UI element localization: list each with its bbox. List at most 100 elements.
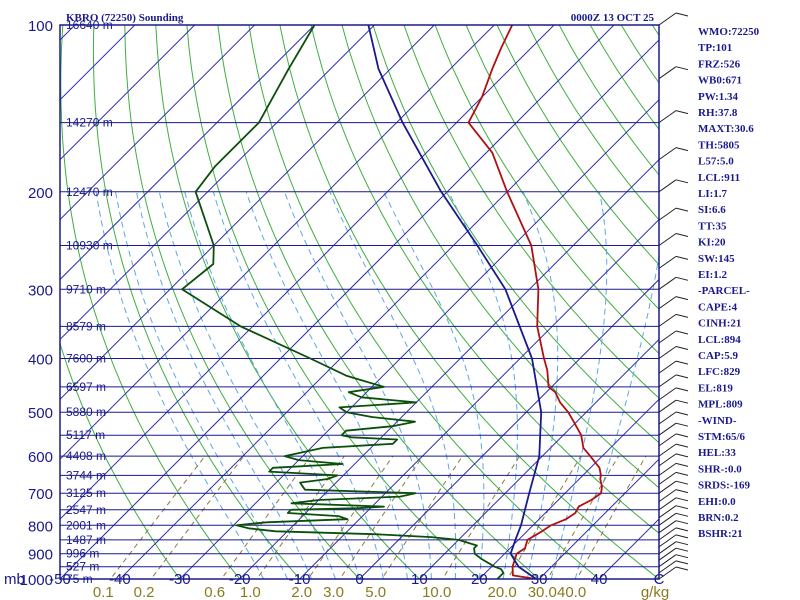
wind-barb-flag — [675, 330, 689, 335]
dry-adiabat-line — [372, 25, 659, 444]
mixing-ratio-line — [507, 455, 582, 579]
mixing-ratio-line — [339, 455, 424, 579]
mixing-ratio-line — [109, 455, 206, 579]
mixing-ratio-line — [150, 455, 245, 579]
wind-barb-flag — [675, 527, 689, 532]
parcel-path-line — [367, 25, 543, 579]
isotherm-line — [358, 278, 659, 579]
sounding-indices: WMO:72250 TP:101 FRZ:526 WB0:671 PW:1.34 RH:3… — [698, 26, 760, 540]
wind-barb — [658, 534, 677, 548]
wind-barb-flag — [675, 296, 689, 301]
index-value: WB0:671 — [698, 75, 742, 87]
isotherm-line — [60, 25, 436, 401]
wind-barb — [658, 443, 677, 457]
wind-barb — [658, 471, 677, 485]
isotherm-line — [119, 39, 659, 579]
mixing-ratio-label: 1.0 — [240, 584, 261, 600]
index-value: MPL:809 — [698, 399, 743, 411]
wind-barb — [658, 480, 677, 494]
station-title: KBRO (72250) Sounding — [66, 12, 184, 24]
wind-barb-flag — [675, 462, 689, 467]
wind-barb — [658, 541, 677, 555]
wind-barb — [658, 527, 677, 541]
temperature-label: -30 — [169, 571, 191, 588]
index-value: BSHR:21 — [698, 528, 743, 540]
pressure-axis-labels: 100 200 300 400 500 600 700 800 900 1000 — [20, 18, 53, 589]
index-value: TP:101 — [698, 42, 732, 54]
index-value: SI:6.6 — [698, 204, 726, 216]
wind-barb — [658, 411, 677, 425]
moist-adiabat-line — [574, 252, 659, 579]
wind-barb-flag — [675, 12, 689, 17]
height-label: 3125 m — [66, 486, 106, 500]
wind-barb-flag — [675, 534, 689, 539]
wind-barb-flag — [675, 255, 689, 260]
mixing-ratio-label: 10.0 — [422, 584, 451, 600]
mixing-ratio-label: g/kg — [641, 584, 669, 600]
index-value: WMO:72250 — [698, 26, 760, 38]
index-value: CINH:21 — [698, 318, 741, 330]
mixing-ratio-label: 20.0 — [487, 584, 516, 600]
wind-barb — [658, 547, 677, 561]
temperature-label: -10 — [289, 571, 311, 588]
index-value: EL:819 — [698, 382, 733, 394]
wind-barb — [658, 520, 677, 534]
wind-barb-flag — [675, 505, 689, 510]
wind-barb-flag — [675, 399, 689, 404]
mixing-ratio-label: 2.0 — [291, 584, 312, 600]
index-value: CAPE:4 — [698, 301, 738, 313]
index-value: EHI:0.0 — [698, 496, 736, 508]
temperature-label: 0 — [355, 571, 363, 588]
isotherm-line — [60, 25, 256, 221]
index-value: RH:37.8 — [698, 107, 738, 119]
wind-barb — [658, 346, 677, 359]
wind-barb-flag — [675, 512, 689, 517]
wind-barb — [658, 110, 677, 124]
isotherm-line — [60, 25, 615, 579]
mixing-ratio-line — [307, 455, 394, 579]
height-label: 75 m — [66, 572, 93, 586]
moist-adiabat-line — [245, 191, 408, 579]
height-label: 8579 m — [66, 319, 106, 333]
wind-barb-flag — [675, 497, 689, 502]
temperature-label: 40 — [591, 571, 608, 588]
pressure-label: 300 — [28, 282, 53, 299]
pressure-label: 1000 — [20, 572, 53, 589]
pressure-label: 900 — [28, 547, 53, 564]
wind-barb — [658, 489, 677, 503]
height-label: 7600 m — [66, 352, 106, 366]
wind-barbs — [658, 12, 689, 580]
isotherm-line — [478, 398, 659, 579]
index-value: TH:5805 — [698, 139, 740, 151]
wind-barb-flag — [675, 374, 689, 379]
wind-barb-flag — [675, 520, 689, 525]
pressure-label: 400 — [28, 352, 53, 369]
wind-barb-flag — [675, 541, 689, 546]
wind-barb — [658, 554, 677, 568]
moist-adiabat-line — [550, 191, 608, 579]
isotherm-line — [179, 99, 659, 579]
wind-barb-flag — [675, 179, 689, 184]
wind-barb — [658, 255, 677, 269]
wind-barb-flag — [675, 387, 689, 392]
mixing-ratio-line — [220, 455, 312, 579]
wind-barb — [658, 147, 677, 161]
pressure-label: 200 — [28, 185, 53, 202]
dewpoint-line — [181, 25, 505, 579]
index-value: STM:65/6 — [698, 431, 746, 443]
temperature-line — [467, 25, 603, 579]
wind-barb — [658, 497, 677, 511]
profile-lines — [181, 25, 603, 579]
height-label: 5880 m — [66, 405, 106, 419]
wind-barb — [658, 207, 677, 221]
index-value: LFC:829 — [698, 366, 741, 378]
mixing-ratio-label: 5.0 — [365, 584, 386, 600]
isotherm-line — [418, 338, 659, 579]
index-value: HEL:33 — [698, 447, 736, 459]
index-value: FRZ:526 — [698, 58, 741, 70]
wind-barb-flag — [675, 233, 689, 237]
isotherm-line — [60, 25, 316, 281]
wind-barb-flag — [675, 411, 689, 416]
